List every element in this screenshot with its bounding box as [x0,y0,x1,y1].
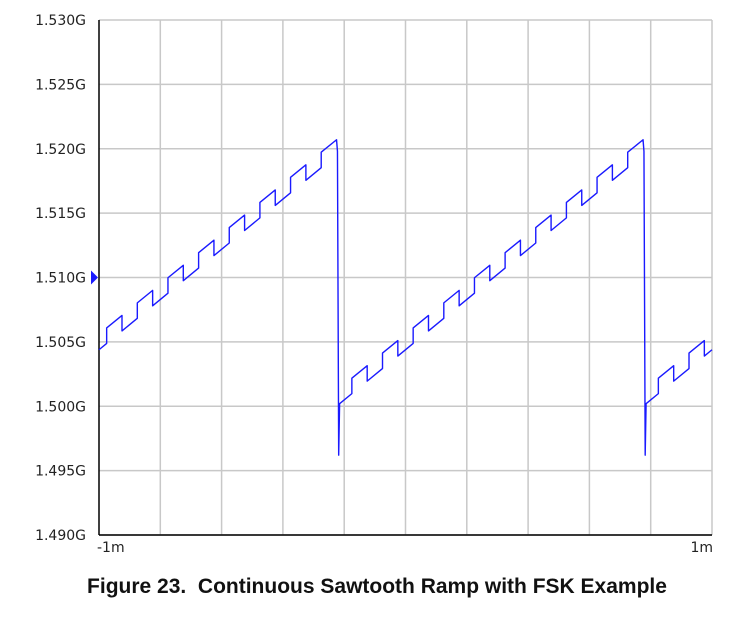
grid [99,19,713,536]
sawtooth-fsk-chart: 1.530G 1.525G 1.520G 1.515G 1.510G 1.505G 1.50… [35,13,713,556]
y-tick-label: 1.525G [35,77,86,93]
marker-layer [91,270,98,285]
x-tick-label: -1m [97,540,125,556]
x-tick-label: 1m [690,540,713,556]
y-tick-label: 1.530G [35,13,86,29]
y-tick-label: 1.495G [35,464,86,480]
y-tick-label: 1.515G [35,206,86,222]
y-tick-label: 1.490G [35,528,86,544]
y-tick-labels: 1.530G 1.525G 1.520G 1.515G 1.510G 1.505G 1.50… [35,13,86,544]
frequency-trace [98,139,713,456]
level-marker-triangle-icon [91,270,98,285]
axes [98,20,712,536]
x-tick-labels: -1m 1m [97,540,713,556]
y-tick-label: 1.500G [35,399,86,415]
y-tick-label: 1.510G [35,271,86,287]
series-layer [98,139,713,456]
figure-caption: Figure 23. Continuous Sawtooth Ramp with… [87,575,667,598]
y-tick-label: 1.505G [35,335,86,351]
y-tick-label: 1.520G [35,142,86,158]
